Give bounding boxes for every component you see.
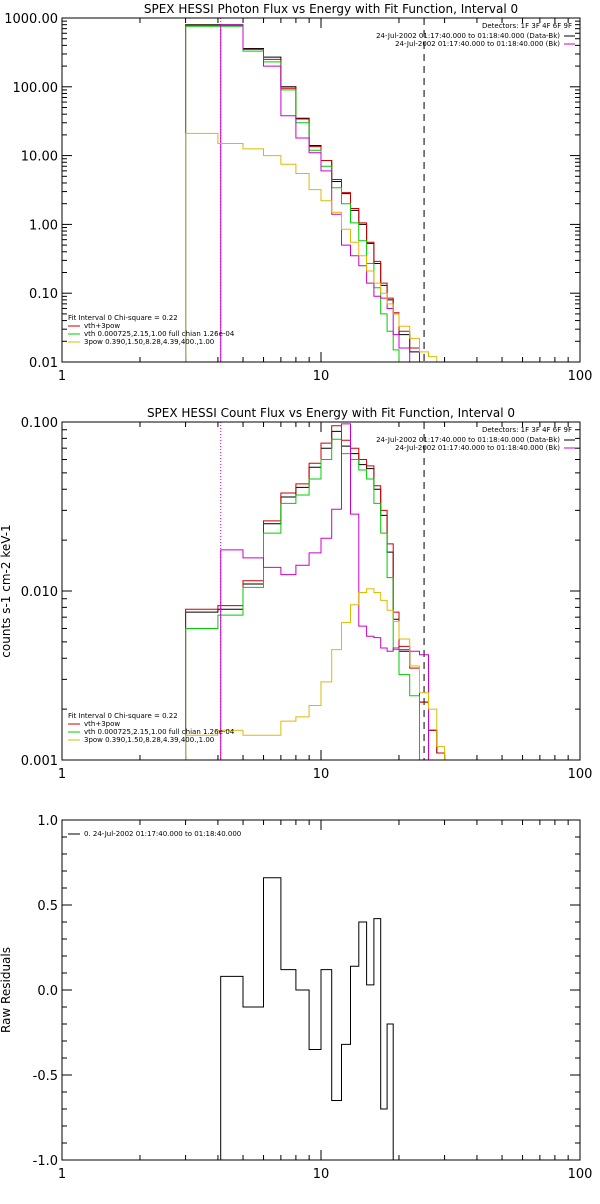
legend-label: vth 0.000725,2.15,1.00 full chian 1.26e-…: [84, 728, 235, 736]
y-tick-label: 1.0: [37, 814, 58, 829]
y-tick-label: 0.0: [37, 984, 58, 999]
series-background: [220, 423, 429, 760]
panel-0: [61, 18, 581, 363]
series-background: [220, 24, 429, 362]
time-interval-label: 24-Jul-2002 01:17:40.000 to 01:18:40.000…: [376, 32, 560, 40]
series-fit: [185, 425, 446, 760]
plot-frame-1: [61, 421, 581, 761]
y-tick-label: 0.01: [29, 356, 58, 371]
legend-label: 3pow 0.390,1.50,8.28,4.39,400.,1.00: [84, 338, 214, 346]
y-tick-label: 0.100: [21, 416, 58, 431]
legend-title: Fit Interval 0 Chi-square = 0.22: [68, 314, 178, 322]
y-axis-label-2: Raw Residuals: [0, 947, 13, 1033]
plot-frame-0: [61, 17, 581, 363]
plot-frame-2: [61, 819, 581, 1161]
legend-label: vth+3pow: [84, 720, 120, 728]
chart-title-0: SPEX HESSI Photon Flux vs Energy with Fi…: [144, 2, 518, 16]
series-pow: [185, 132, 446, 362]
x-tick-label: 1: [58, 369, 66, 384]
y-axis-label-1: counts s-1 cm-2 keV-1: [0, 524, 13, 657]
legend-label: vth 0.000725,2.15,1.00 full chian 1.26e-…: [84, 330, 235, 338]
x-tick-label: 100: [568, 767, 593, 782]
y-tick-label: -1.0: [33, 1154, 58, 1169]
series-group-2: [220, 877, 394, 1160]
y-tick-label: -0.5: [33, 1069, 58, 1084]
panel-2: [61, 819, 581, 1161]
x-tick-label: 10: [313, 767, 330, 782]
y-tick-label: 0.001: [21, 754, 58, 769]
time-interval-label: 24-Jul-2002 01:17:40.000 to 01:18:40.000…: [395, 444, 560, 452]
detectors-label: Detectors: 1F 3F 4F 6F 9F: [482, 426, 572, 434]
x-tick-label: 100: [568, 369, 593, 384]
panel-1: [61, 422, 581, 761]
legend-title: Fit Interval 0 Chi-square = 0.22: [68, 712, 178, 720]
series-fit: [185, 24, 438, 362]
y-tick-label: 100.00: [13, 81, 59, 96]
x-tick-label: 1: [58, 1167, 66, 1182]
series-residuals: [220, 877, 394, 1160]
series-vth: [185, 25, 400, 362]
y-tick-label: 0.10: [29, 287, 58, 302]
time-interval-label: 24-Jul-2002 01:17:40.000 to 01:18:40.000…: [376, 436, 560, 444]
legend-label: 3pow 0.390,1.50,8.28,4.39,400.,1.00: [84, 736, 214, 744]
chart-title-1: SPEX HESSI Count Flux vs Energy with Fit…: [147, 406, 515, 420]
x-tick-label: 1: [58, 767, 66, 782]
series-group-1: [185, 423, 446, 760]
y-tick-label: 1000.00: [4, 12, 58, 27]
time-interval-label: 24-Jul-2002 01:17:40.000 to 01:18:40.000…: [395, 40, 560, 48]
legend-label: vth+3pow: [84, 322, 120, 330]
x-tick-label: 10: [313, 369, 330, 384]
x-tick-label: 100: [568, 1167, 593, 1182]
detectors-label: Detectors: 1F 3F 4F 6F 9F: [482, 22, 572, 30]
x-tick-label: 10: [313, 1167, 330, 1182]
y-tick-label: 0.010: [21, 585, 58, 600]
series-pow: [185, 588, 446, 760]
legend-label: 0. 24-Jul-2002 01:17:40.000 to 01:18:40.…: [84, 830, 241, 838]
y-tick-label: 10.00: [21, 150, 58, 165]
series-data: [185, 430, 446, 760]
y-tick-label: 1.00: [29, 218, 58, 233]
y-tick-label: 0.5: [37, 899, 58, 914]
series-group-0: [185, 24, 446, 362]
